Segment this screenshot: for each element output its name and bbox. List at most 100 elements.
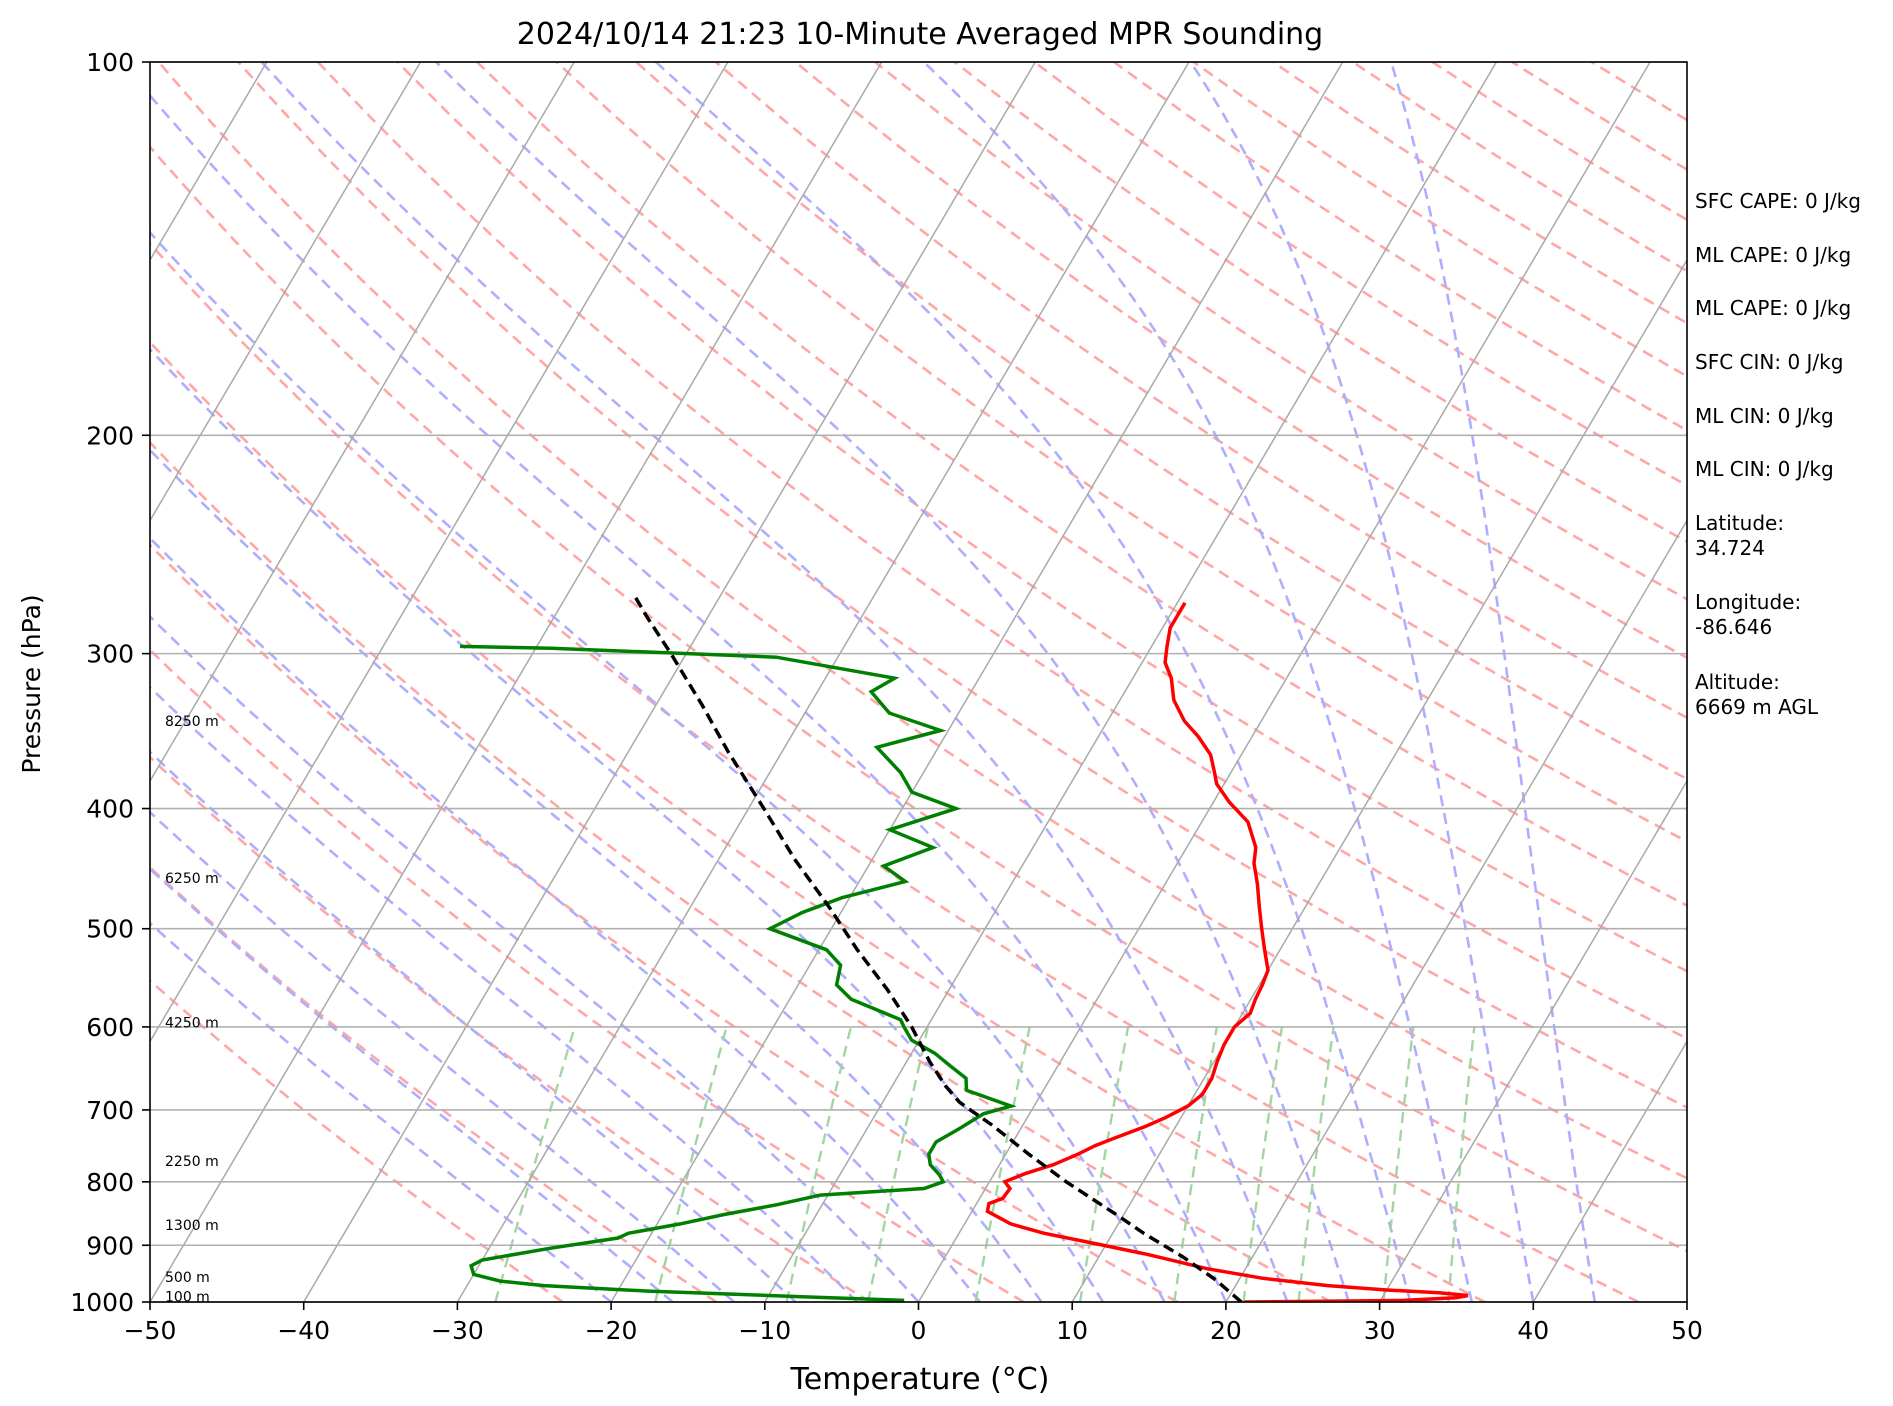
dry-adiabat-line bbox=[237, 62, 1687, 1109]
dewpoint-line bbox=[459, 644, 1017, 1302]
isotherm-line bbox=[764, 62, 1498, 1302]
x-tick-label: 0 bbox=[911, 1316, 927, 1345]
moist-adiabat-line bbox=[150, 448, 1043, 1302]
x-tick-label: −10 bbox=[738, 1316, 791, 1345]
y-tick-label: 500 bbox=[86, 915, 134, 944]
isotherm-line bbox=[150, 62, 575, 783]
parcel-line bbox=[633, 596, 1243, 1302]
mixing-ratio-line bbox=[1447, 1026, 1476, 1302]
info-line: ML CAPE: 0 J/kg bbox=[1695, 296, 1852, 320]
info-line: ML CIN: 0 J/kg bbox=[1695, 404, 1834, 428]
moist-adiabat-line bbox=[150, 921, 612, 1302]
mixing-ratio-line bbox=[1242, 1026, 1284, 1302]
height-labels: 100 m 500 m 1300 m 2250 m 4250 m 6250 m 8250 m bbox=[165, 714, 219, 1306]
y-tick-label: 100 bbox=[86, 48, 134, 77]
moist-adiabat-line bbox=[150, 93, 1228, 1302]
y-tick-label: 900 bbox=[86, 1231, 134, 1260]
mixing-ratio-line bbox=[494, 1026, 576, 1302]
height-label: 1300 m bbox=[165, 1218, 219, 1234]
moist-adiabat-line bbox=[1389, 62, 1597, 1302]
moist-adiabat-line bbox=[150, 810, 735, 1302]
info-line: Altitude: 6669 m AGL bbox=[1695, 670, 1819, 719]
height-label: 100 m bbox=[165, 1290, 210, 1306]
info-line: SFC CAPE: 0 J/kg bbox=[1695, 189, 1861, 213]
info-line: Longitude: -86.646 bbox=[1695, 590, 1802, 639]
height-label: 6250 m bbox=[165, 871, 219, 887]
mixing-ratio-line bbox=[1297, 1026, 1335, 1302]
x-tick-label: −30 bbox=[431, 1316, 484, 1345]
y-tick-label: 600 bbox=[86, 1013, 134, 1042]
mixing-ratio-line bbox=[785, 1026, 853, 1302]
moist-adiabat-line bbox=[150, 685, 858, 1302]
x-tick-label: 30 bbox=[1364, 1316, 1396, 1345]
x-tick-label: 50 bbox=[1671, 1316, 1703, 1345]
dry-adiabat-line bbox=[555, 62, 1687, 843]
mixing-ratio-line bbox=[1382, 1026, 1415, 1302]
x-tick-label: 40 bbox=[1517, 1316, 1549, 1345]
y-tick-label: 400 bbox=[86, 795, 134, 824]
dry-adiabat-line bbox=[150, 865, 718, 1302]
moist-adiabat-line bbox=[150, 230, 1166, 1302]
x-tick-label: 10 bbox=[1056, 1316, 1088, 1345]
dry-adiabat-line bbox=[150, 978, 564, 1302]
isotherm-line bbox=[610, 62, 1344, 1302]
dry-adiabat-line bbox=[150, 241, 1640, 1302]
moist-adiabat-line bbox=[150, 867, 674, 1302]
info-line: SFC CIN: 0 J/kg bbox=[1695, 350, 1844, 374]
moist-adiabat-line bbox=[260, 62, 1289, 1302]
isotherm-line bbox=[150, 62, 422, 522]
y-tick-label: 700 bbox=[86, 1096, 134, 1125]
info-line: ML CIN: 0 J/kg bbox=[1695, 457, 1834, 481]
y-tick-label: 200 bbox=[86, 421, 134, 450]
isotherm-line bbox=[150, 62, 883, 1302]
plot-frame bbox=[149, 61, 1688, 1303]
moist-adiabat-line bbox=[922, 62, 1474, 1302]
y-tick-label: 800 bbox=[86, 1168, 134, 1197]
dry-adiabat-line bbox=[476, 62, 1687, 908]
x-tick-label: −40 bbox=[277, 1316, 330, 1345]
x-tick-label: 20 bbox=[1210, 1316, 1242, 1345]
x-axis: −50 −40 −30 −20 −10 0 10 20 30 40 50 bbox=[124, 1302, 1703, 1345]
x-tick-label: −50 bbox=[124, 1316, 177, 1345]
isotherm-line bbox=[1071, 258, 1687, 1302]
x-tick-label: −20 bbox=[585, 1316, 638, 1345]
moist-adiabat-line bbox=[655, 62, 1412, 1302]
moist-adiabat-line bbox=[150, 536, 982, 1302]
isotherm-line bbox=[917, 62, 1651, 1302]
y-tick-label: 1000 bbox=[70, 1288, 134, 1317]
isotherm-line bbox=[150, 62, 729, 1043]
chart-title: 2024/10/14 21:23 10-Minute Averaged MPR … bbox=[517, 17, 1323, 52]
mixing-ratio-line bbox=[1078, 1026, 1130, 1302]
isotherm-line bbox=[1378, 779, 1687, 1302]
mixing-ratio-line bbox=[866, 1026, 930, 1302]
dry-adiabat-line bbox=[316, 62, 1687, 1040]
mixing-ratio-line bbox=[974, 1026, 1031, 1302]
y-axis: 100 200 300 400 500 600 700 800 900 1000 bbox=[70, 48, 150, 1317]
dry-adiabat-line bbox=[396, 62, 1687, 973]
dry-adiabat-line bbox=[874, 62, 1687, 601]
dry-adiabat-line bbox=[150, 144, 1687, 1253]
isotherm-line bbox=[303, 62, 1036, 1302]
info-line: ML CAPE: 0 J/kg bbox=[1695, 243, 1852, 267]
x-axis-label: Temperature (°C) bbox=[790, 1362, 1050, 1397]
info-line: Latitude: 34.724 bbox=[1695, 511, 1785, 560]
dry-adiabat-line bbox=[150, 543, 1179, 1302]
dry-adiabat-line bbox=[150, 648, 1025, 1302]
y-tick-label: 300 bbox=[86, 640, 134, 669]
dry-adiabat-line bbox=[714, 62, 1687, 720]
temperature-line bbox=[985, 601, 1469, 1302]
isotherm-line bbox=[1532, 1040, 1687, 1302]
moist-adiabat-line bbox=[150, 750, 797, 1302]
background-lines bbox=[150, 62, 1687, 1302]
dry-adiabat-line bbox=[150, 440, 1332, 1302]
y-axis-label: Pressure (hPa) bbox=[17, 594, 46, 773]
series-layer bbox=[459, 596, 1469, 1302]
moist-adiabat-line bbox=[1189, 62, 1535, 1302]
mixing-ratio-line bbox=[654, 1026, 728, 1302]
dry-adiabat-line bbox=[157, 62, 1687, 1180]
height-label: 8250 m bbox=[165, 714, 219, 730]
moist-adiabat-line bbox=[435, 62, 1351, 1302]
isotherm-line bbox=[456, 62, 1190, 1302]
pressure-gridlines bbox=[150, 61, 1687, 1303]
